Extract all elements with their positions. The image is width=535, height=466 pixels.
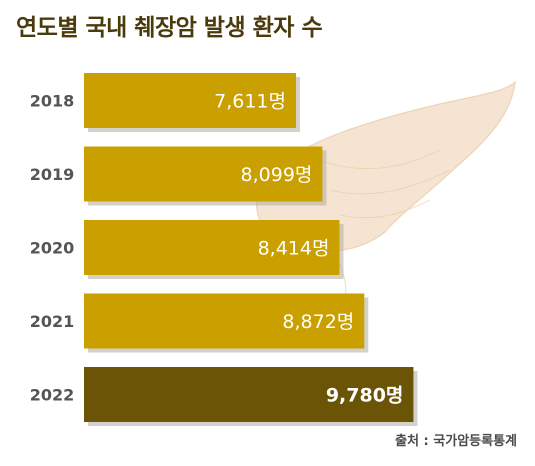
year-label-2021: 2021 <box>30 312 75 331</box>
decor-scribble <box>319 149 451 219</box>
chart-title: 연도별 국내 췌장암 발생 환자 수 <box>16 15 323 41</box>
year-label-2019: 2019 <box>30 165 75 184</box>
bar-2022 <box>84 367 414 422</box>
bar-2019 <box>84 146 323 202</box>
year-label-2020: 2020 <box>30 239 75 258</box>
value-label-2022: 9,780명 <box>326 385 404 407</box>
source-note: 출처 : 국가암등록통계 <box>395 434 517 449</box>
bar-2020 <box>84 220 340 275</box>
value-label-2018: 7,611명 <box>214 91 286 113</box>
value-label-2021: 8,872명 <box>282 311 354 333</box>
year-label-2018: 2018 <box>30 92 75 111</box>
value-label-2019: 8,099명 <box>241 164 313 186</box>
bars-group: 2018 7,611명 2019 8,099명 2020 8,414명 2021 8,872명… <box>30 73 418 426</box>
value-label-2020: 8,414명 <box>258 238 330 260</box>
bar-2018 <box>84 73 296 128</box>
year-label-2022: 2022 <box>30 386 75 405</box>
bar-2021 <box>84 293 365 349</box>
